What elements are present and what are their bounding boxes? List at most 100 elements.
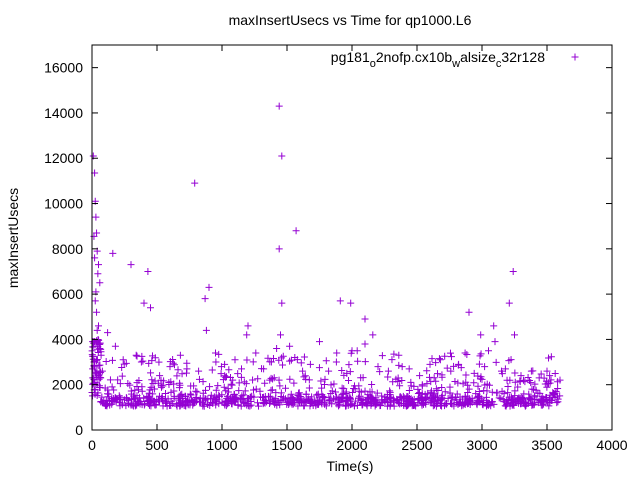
data-point: [176, 351, 184, 359]
data-point: [475, 387, 483, 395]
data-point: [376, 368, 384, 376]
data-point: [98, 367, 106, 375]
y-tick-label: 8000: [52, 241, 83, 257]
data-point: [313, 391, 321, 399]
data-point: [208, 366, 216, 374]
data-point: [333, 400, 341, 408]
data-point: [114, 376, 122, 384]
data-point: [225, 366, 233, 374]
data-point: [96, 383, 104, 391]
data-point: [167, 397, 175, 405]
data-point: [159, 382, 167, 390]
data-point: [286, 375, 294, 383]
data-point: [94, 270, 102, 278]
data-point: [289, 395, 297, 403]
x-tick-label: 3500: [531, 437, 562, 453]
data-point: [158, 383, 166, 391]
data-point: [470, 369, 478, 377]
data-point: [300, 396, 308, 404]
data-point: [205, 283, 213, 291]
data-point: [317, 399, 325, 407]
data-point: [111, 394, 119, 402]
data-point: [278, 299, 286, 307]
data-point: [93, 326, 101, 334]
data-point: [112, 398, 120, 406]
data-point: [511, 387, 519, 395]
data-point: [461, 392, 469, 400]
data-point: [316, 338, 323, 346]
data-point: [179, 398, 187, 406]
data-point: [443, 400, 451, 408]
data-point: [509, 267, 517, 275]
data-point: [453, 390, 461, 398]
data-point: [187, 391, 195, 399]
data-point: [465, 308, 473, 316]
data-point: [231, 356, 239, 364]
x-tick-label: 4000: [596, 437, 627, 453]
data-point: [244, 322, 252, 330]
data-point: [183, 398, 191, 406]
data-point: [140, 394, 148, 402]
data-point: [432, 385, 440, 393]
data-point: [355, 392, 363, 400]
data-point: [454, 401, 462, 409]
data-point: [432, 359, 440, 367]
data-point: [131, 386, 139, 394]
data-point: [327, 390, 335, 398]
data-point: [366, 392, 374, 400]
data-point: [154, 379, 162, 387]
data-point: [110, 386, 118, 394]
data-point: [148, 357, 156, 365]
data-point: [234, 401, 242, 409]
data-point: [240, 391, 248, 399]
data-point: [491, 338, 499, 346]
data-point: [221, 360, 229, 368]
data-point: [133, 383, 141, 391]
data-point: [505, 357, 513, 365]
data-point: [535, 374, 543, 382]
data-point: [273, 398, 281, 406]
data-point: [311, 399, 319, 407]
data-point: [436, 356, 444, 364]
data-point: [438, 383, 446, 391]
data-point: [332, 388, 340, 396]
data-point: [507, 393, 515, 401]
data-point: [390, 402, 398, 410]
data-point: [346, 368, 354, 376]
data-point: [199, 378, 207, 386]
data-point: [132, 351, 140, 359]
data-point: [361, 315, 369, 323]
data-point: [450, 362, 458, 370]
data-point: [506, 376, 514, 384]
data-point: [487, 402, 495, 410]
data-point: [430, 389, 438, 397]
data-point: [277, 331, 284, 339]
data-point: [127, 261, 135, 269]
data-point: [249, 376, 257, 384]
data-point: [363, 402, 371, 410]
data-point: [286, 357, 294, 365]
data-point: [148, 352, 156, 360]
data-point: [336, 297, 344, 305]
data-point: [162, 390, 170, 398]
data-point: [104, 386, 112, 394]
data-point: [528, 385, 536, 393]
data-point: [410, 382, 418, 390]
data-point: [156, 372, 164, 380]
data-point: [145, 359, 153, 367]
data-point: [192, 394, 200, 402]
legend-label-part: alsize: [460, 49, 496, 65]
data-point: [243, 331, 251, 339]
data-point: [511, 378, 519, 386]
data-point: [354, 357, 362, 365]
data-point: [519, 376, 527, 384]
data-point: [104, 393, 112, 401]
data-point: [269, 354, 277, 362]
data-point: [215, 350, 223, 358]
data-point: [109, 249, 117, 257]
data-point: [474, 382, 482, 390]
data-point: [441, 388, 449, 396]
data-point: [434, 387, 442, 395]
